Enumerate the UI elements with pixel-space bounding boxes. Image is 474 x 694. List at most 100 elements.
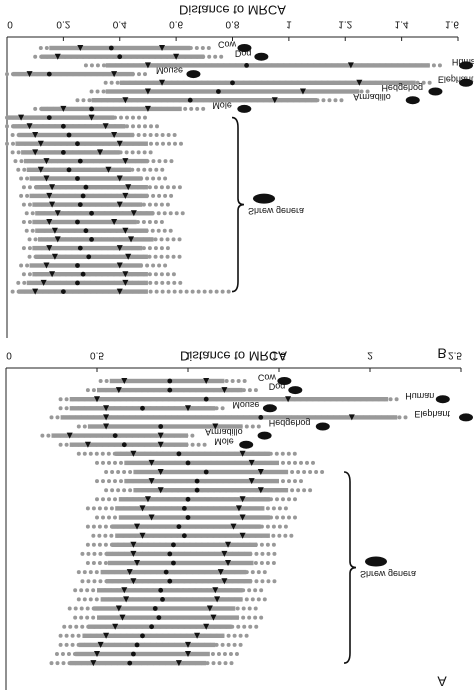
interval-bar: [91, 98, 318, 103]
mean-marker: [77, 245, 83, 251]
quantile-marker: [148, 514, 155, 521]
quantile-marker: [54, 53, 61, 60]
species-label: Mouse: [156, 66, 183, 76]
quantile-marker: [115, 605, 122, 612]
quantile-marker: [116, 262, 123, 269]
quantile-marker: [239, 450, 246, 457]
animal-icon: [288, 386, 303, 395]
quantile-marker: [125, 253, 132, 260]
quantile-marker: [122, 158, 129, 165]
quantile-marker: [159, 45, 166, 51]
mean-marker: [46, 115, 52, 120]
quantile-marker: [26, 123, 33, 130]
mean-marker: [46, 71, 52, 77]
quantile-marker: [175, 660, 182, 667]
interval-bar: [124, 478, 279, 484]
mean-marker: [77, 158, 83, 164]
x-tick-label: 2: [367, 349, 373, 360]
mean-marker: [75, 263, 80, 268]
mean-marker: [140, 633, 145, 639]
quantile-marker: [212, 587, 219, 594]
quantile-marker: [194, 632, 201, 639]
interval-bar: [21, 150, 120, 155]
quantile-marker: [248, 459, 255, 466]
animal-icon: [257, 431, 272, 440]
brace: [343, 471, 357, 664]
quantile-marker: [116, 140, 123, 147]
quantile-marker: [203, 378, 210, 384]
interval-bar: [69, 660, 207, 666]
animal-icon: [262, 404, 277, 413]
interval-bar: [115, 506, 265, 511]
mean-marker: [258, 415, 264, 420]
quantile-marker: [46, 192, 53, 199]
mean-marker: [83, 228, 89, 234]
mean-marker: [149, 624, 155, 630]
quantile-marker: [51, 253, 58, 260]
quantile-marker: [77, 45, 84, 51]
interval-bar: [75, 651, 210, 657]
quantile-marker: [130, 450, 137, 457]
x-tick-label: 0: [7, 18, 13, 29]
quantile-marker: [51, 227, 58, 234]
interval-bar: [32, 272, 148, 277]
mean-marker: [75, 280, 80, 286]
quantile-marker: [144, 105, 151, 112]
mean-marker: [60, 289, 66, 294]
animal-icon: [239, 440, 254, 449]
species-label: Armadillo: [353, 92, 391, 102]
animal-icon: [277, 377, 292, 385]
quantile-marker: [119, 614, 126, 621]
quantile-marker: [144, 496, 151, 503]
animal-icon: [459, 413, 473, 422]
quantile-marker: [122, 227, 129, 234]
mean-marker: [181, 506, 187, 511]
interval-bar: [82, 633, 225, 638]
interval-bar: [100, 597, 243, 602]
mean-marker: [75, 219, 80, 225]
mean-marker: [160, 597, 165, 602]
interval-bar: [97, 615, 239, 620]
interval-bar: [87, 624, 232, 629]
axis-title: Distance to MRCA: [179, 3, 286, 18]
quantile-marker: [111, 132, 118, 138]
quantile-marker: [128, 236, 135, 243]
mean-marker: [127, 660, 133, 666]
mean-marker: [89, 106, 94, 112]
quantile-marker: [102, 123, 109, 130]
species-label: Hedgehog: [381, 83, 423, 93]
quantile-marker: [157, 432, 164, 439]
quantile-marker: [347, 62, 354, 69]
interval-bar: [111, 524, 261, 529]
quantile-marker: [134, 560, 141, 566]
quantile-marker: [37, 166, 44, 173]
quantile-marker: [115, 387, 122, 394]
interval-bar: [118, 515, 270, 520]
interval-bar: [26, 280, 148, 286]
quantile-marker: [185, 651, 191, 657]
quantile-marker: [299, 88, 306, 95]
species-label: Mole: [214, 436, 234, 446]
quantile-marker: [173, 53, 180, 60]
mean-marker: [66, 132, 72, 138]
interval-bar: [69, 442, 188, 447]
interval-bar: [51, 433, 188, 438]
animal-icon: [435, 395, 450, 404]
interval-bar: [106, 579, 252, 584]
mean-marker: [117, 54, 123, 60]
annotation: Shrew genera: [248, 206, 304, 216]
quantile-marker: [60, 105, 67, 112]
interval-bar: [115, 451, 270, 456]
x-tick-label: 1.5: [272, 349, 286, 360]
animal-icon: [428, 87, 443, 96]
quantile-marker: [271, 97, 278, 104]
quantile-marker: [116, 245, 123, 252]
interval-bar: [133, 469, 289, 475]
animal-icon: [237, 44, 252, 52]
mean-marker: [121, 442, 127, 448]
quantile-marker: [230, 523, 237, 530]
mean-marker: [80, 271, 86, 277]
quantile-marker: [225, 541, 232, 548]
quantile-marker: [157, 441, 164, 448]
animal-icon: [459, 61, 473, 70]
